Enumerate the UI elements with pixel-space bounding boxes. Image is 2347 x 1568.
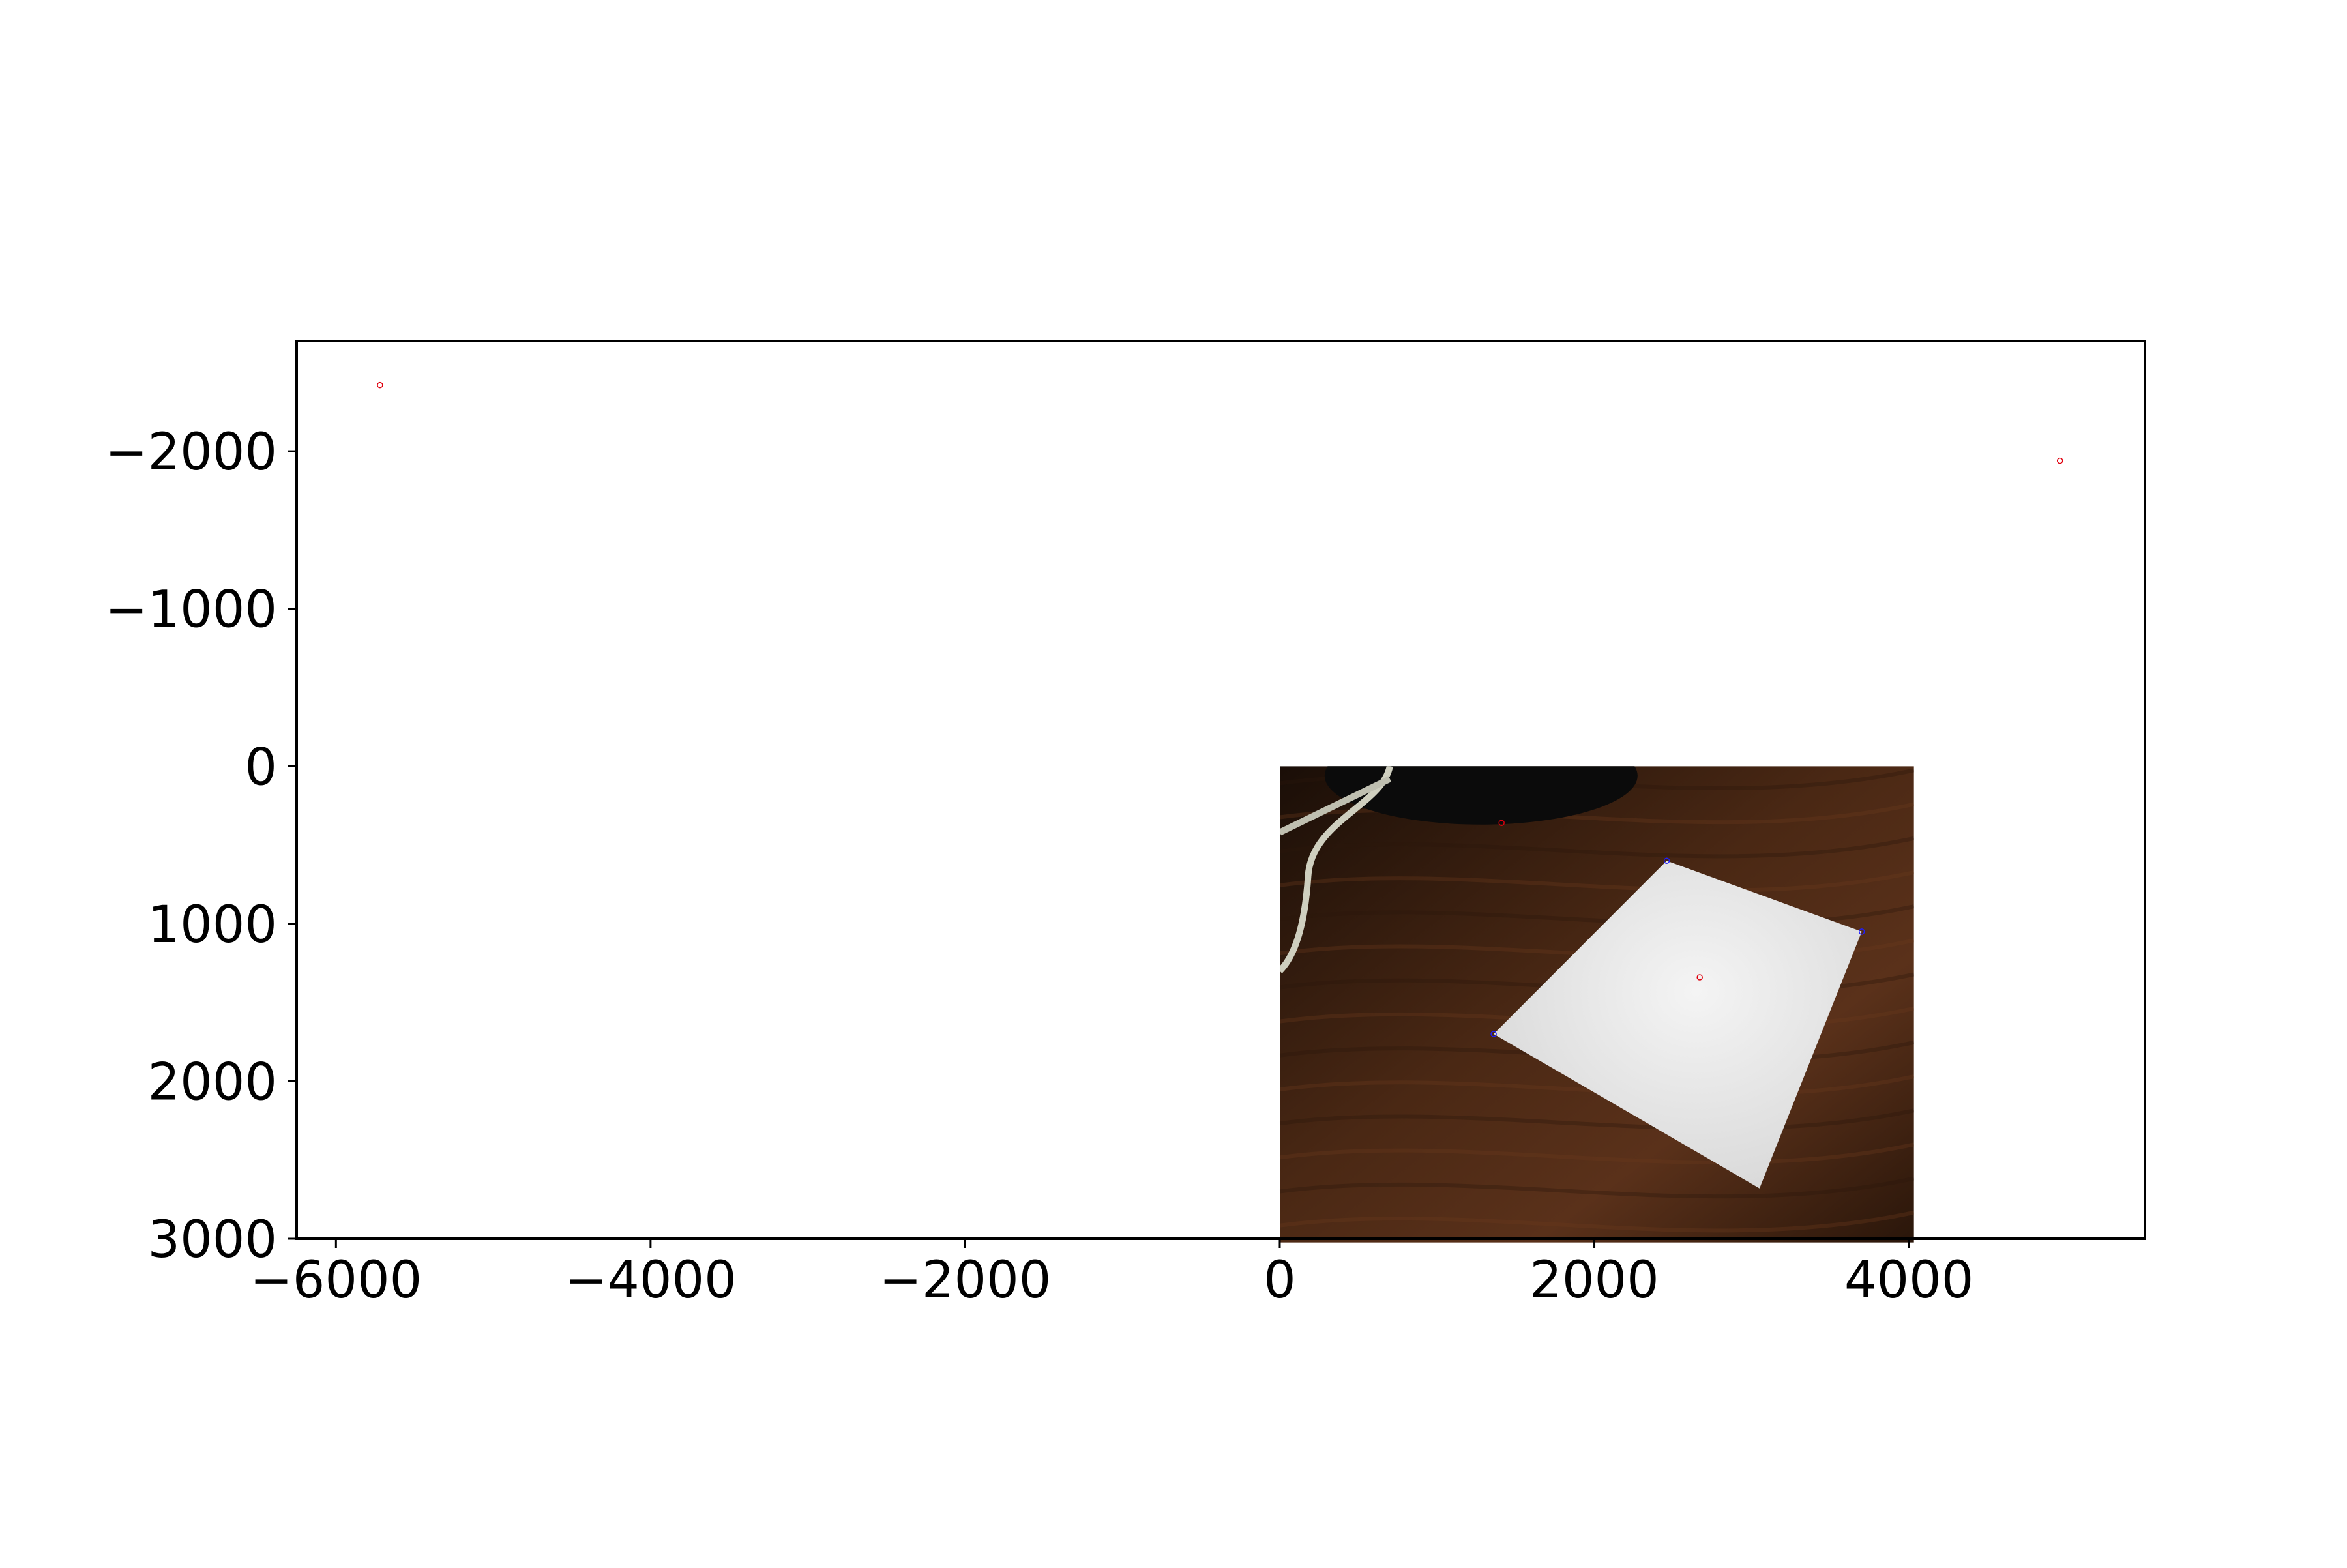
x-tick-label: 0 (1263, 1251, 1296, 1310)
wood-grain (1279, 870, 1914, 893)
wood-grain (1279, 802, 1914, 825)
scatter-point (1858, 928, 1865, 935)
y-tick-label: 0 (244, 738, 277, 797)
x-tick-label: −6000 (250, 1251, 422, 1310)
wood-grain (1279, 1210, 1914, 1233)
scatter-point (1490, 1031, 1497, 1037)
photo-content (1279, 766, 1914, 1243)
scatter-point (1696, 974, 1703, 981)
cable (1279, 776, 1392, 836)
scatter-point (1663, 857, 1670, 864)
wood-grain (1279, 1142, 1914, 1164)
scatter-point (2056, 457, 2063, 464)
wood-grain (1279, 836, 1914, 859)
scatter-point (1498, 820, 1505, 826)
x-tick-label: −4000 (565, 1251, 737, 1310)
scatter-points (377, 381, 2063, 1037)
x-tick-label: −2000 (879, 1251, 1051, 1310)
x-tick-label: 2000 (1529, 1251, 1659, 1310)
axis-ticks: −6000 −4000 −2000 0 2000 4000 −2000 −1000 0 1000 2… (105, 423, 1973, 1310)
y-tick-label: 1000 (147, 896, 277, 954)
cable (1279, 766, 1393, 973)
paper-sheet (1494, 861, 1862, 1189)
wood-grain (1279, 1108, 1914, 1131)
dark-object (1324, 766, 1638, 825)
background-photo (1279, 766, 1914, 1243)
x-tick-label: 4000 (1844, 1251, 1974, 1310)
y-tick-label: −1000 (105, 581, 277, 640)
y-tick-label: 3000 (147, 1211, 277, 1269)
y-tick-label: −2000 (105, 423, 277, 482)
axes-frame (295, 340, 2146, 1240)
scatter-point (377, 381, 383, 389)
y-tick-label: 2000 (147, 1053, 277, 1112)
wood-grain (1279, 1176, 1914, 1199)
